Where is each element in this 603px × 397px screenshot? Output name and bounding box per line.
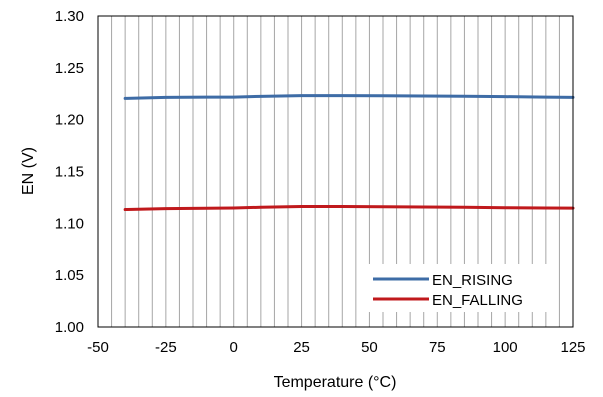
y-tick-label: 1.00: [55, 319, 84, 336]
y-tick-labels: 1.00 1.05 1.10 1.15 1.20 1.25 1.30: [55, 8, 84, 336]
x-tick-label: 50: [361, 339, 378, 356]
series-line-en-falling: [123, 205, 575, 212]
x-tick-label: 0: [230, 339, 238, 356]
x-tick-label: 100: [493, 339, 518, 356]
legend-box: [364, 264, 550, 312]
y-tick-label: 1.10: [55, 215, 84, 232]
series-line-en-rising: [123, 94, 575, 100]
y-tick-label: 1.30: [55, 8, 84, 25]
y-tick-label: 1.20: [55, 112, 84, 129]
series-group: [123, 94, 575, 212]
y-tick-label: 1.15: [55, 164, 84, 181]
x-tick-label: -50: [87, 339, 109, 356]
x-tick-label: 75: [429, 339, 446, 356]
legend-label-en-rising: EN_RISING: [432, 272, 513, 289]
x-tick-label: 125: [560, 339, 585, 356]
x-tick-label: -25: [155, 339, 177, 356]
y-tick-label: 1.25: [55, 60, 84, 77]
y-tick-label: 1.05: [55, 267, 84, 284]
legend-label-en-falling: EN_FALLING: [432, 292, 523, 309]
x-axis-label: Temperature (°C): [274, 374, 397, 391]
plot-frame: [97, 15, 574, 328]
legend: EN_RISING EN_FALLING: [364, 264, 550, 312]
x-tick-labels: -50 -25 0 25 50 75 100 125: [87, 339, 585, 356]
y-axis-label: EN (V): [20, 147, 37, 195]
x-tick-label: 25: [293, 339, 310, 356]
